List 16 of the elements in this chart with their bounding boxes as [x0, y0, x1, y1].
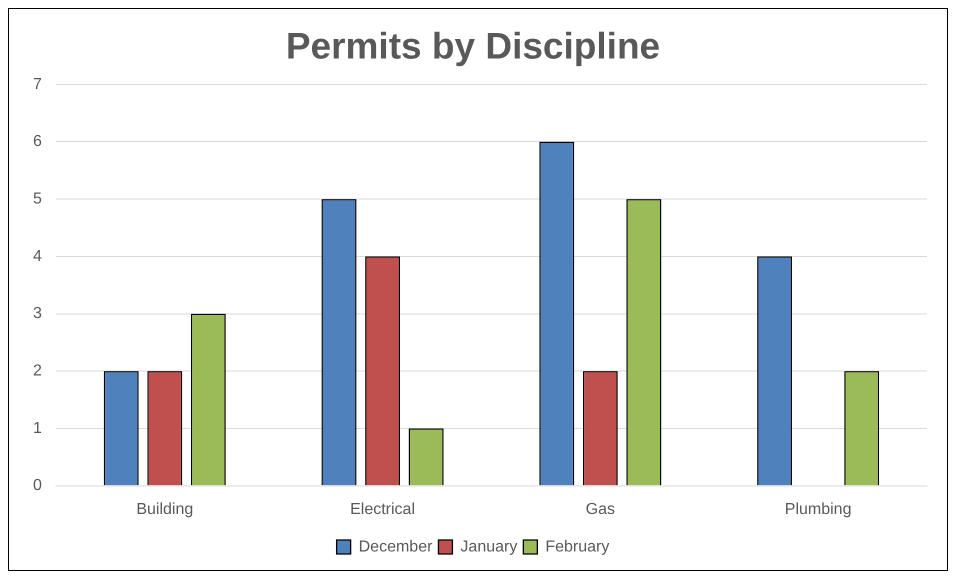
y-tick-label: 3	[32, 305, 42, 322]
y-tick-label: 2	[32, 362, 42, 380]
y-tick-label: 0	[32, 477, 42, 494]
x-tick-label: Gas	[586, 500, 616, 518]
y-tick-label: 1	[32, 420, 42, 437]
y-tick-label: 6	[32, 133, 42, 150]
x-tick-label: Building	[136, 500, 194, 518]
y-tick-label: 7	[32, 76, 42, 93]
y-tick-label: 5	[32, 190, 42, 208]
chart-title: Permits by Discipline	[286, 25, 660, 66]
legend-label: January	[460, 538, 518, 556]
x-tick-label: Electrical	[350, 500, 416, 518]
x-tick-label: Plumbing	[784, 500, 852, 518]
y-tick-label: 4	[32, 248, 42, 265]
legend-label: February	[545, 538, 610, 556]
legend-label: December	[358, 538, 434, 556]
